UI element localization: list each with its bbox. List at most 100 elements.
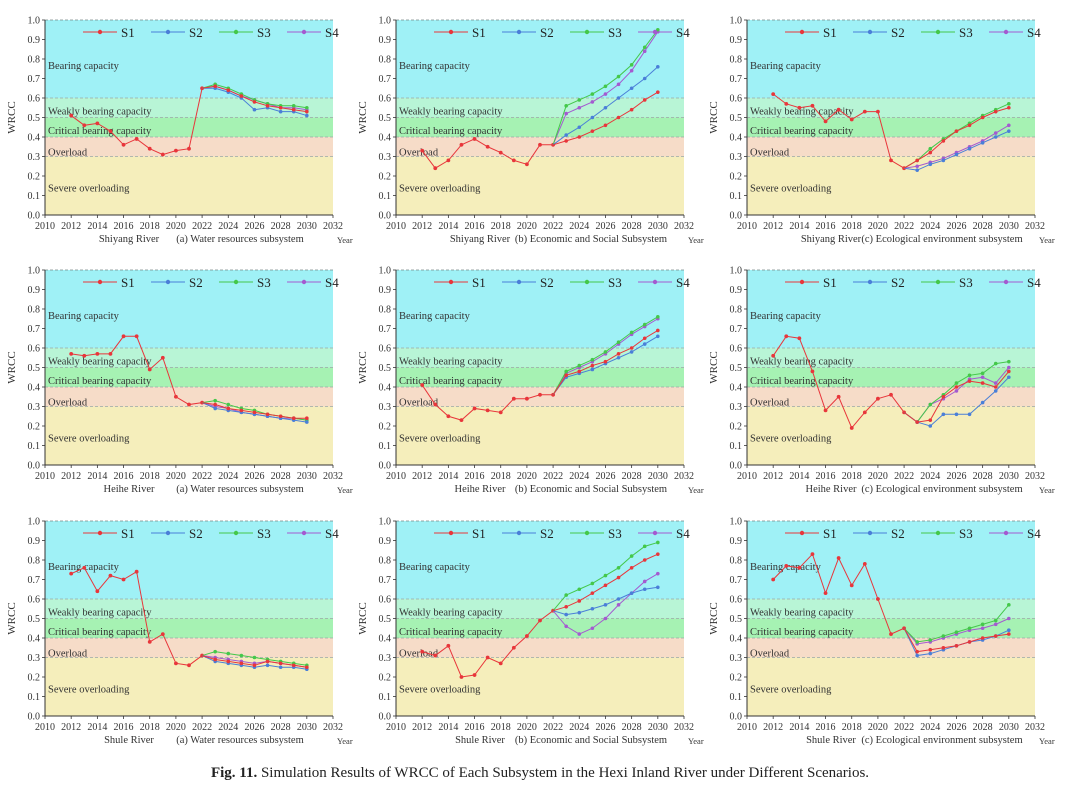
y-tick-label: 0.0 <box>28 211 41 222</box>
x-tick-label: 2032 <box>674 471 694 482</box>
series-point-s1 <box>629 346 634 350</box>
legend-label-s3: S3 <box>257 25 271 40</box>
x-tick-label: 2030 <box>297 221 317 232</box>
y-tick-label: 0.3 <box>730 402 743 413</box>
series-point-s3 <box>993 361 998 366</box>
series-point-s1 <box>577 599 582 603</box>
series-point-s4 <box>1007 365 1011 370</box>
legend-marker-s3 <box>935 29 941 35</box>
y-tick-label: 0.1 <box>730 692 743 703</box>
y-tick-label: 0.1 <box>379 441 392 452</box>
y-tick-label: 0.1 <box>379 191 392 202</box>
weakly-band <box>747 348 1035 368</box>
history-point <box>771 577 776 582</box>
series-point-s3 <box>252 655 257 660</box>
y-tick-label: 0.2 <box>28 172 41 183</box>
series-point-s3 <box>928 402 933 407</box>
series-point-s1 <box>305 109 309 114</box>
zone-label-overload: Overload <box>750 148 790 159</box>
x-tick-label: 2022 <box>543 722 563 733</box>
zone-label-critical: Critical bearing capacity <box>399 126 503 137</box>
y-tick-label: 0.7 <box>730 74 743 85</box>
x-tick-label: 2030 <box>999 471 1019 482</box>
legend-label-s2: S2 <box>891 275 905 290</box>
legend-marker-s3 <box>233 530 239 536</box>
legend-label-s4: S4 <box>676 25 690 40</box>
series-point-s1 <box>590 591 595 595</box>
legend-label-s2: S2 <box>540 526 554 541</box>
history-point <box>160 355 165 360</box>
series-point-s3 <box>967 626 972 631</box>
series-point-s2 <box>590 115 595 120</box>
overload-band <box>747 387 1035 407</box>
overload-band <box>45 387 333 407</box>
series-point-s4 <box>590 100 595 104</box>
x-axis-label: Year <box>688 485 704 495</box>
series-point-s3 <box>941 634 946 638</box>
series-point-s1 <box>239 661 244 666</box>
history-point <box>174 394 178 399</box>
series-point-s4 <box>564 111 568 116</box>
y-axis-label: WRCC <box>708 602 720 634</box>
severe-band <box>747 406 1035 465</box>
history-point <box>187 402 191 407</box>
legend-marker-s4 <box>1003 29 1009 35</box>
series-point-s1 <box>252 100 257 104</box>
figure-grid: 0.0 0.1 0.2 0.3 0.4 0.5 0.6 0.7 0.8 0.9 1.0 2010 201… <box>6 16 1055 747</box>
history-point <box>69 351 74 356</box>
zone-label-severe: Severe overloading <box>399 184 481 195</box>
weakly-band <box>396 599 684 619</box>
series-point-s3 <box>291 104 296 108</box>
subtitle-label: (c) Ecological environment subsystem <box>861 484 1022 495</box>
severe-band <box>45 156 333 215</box>
history-point <box>876 396 880 401</box>
bearing-band <box>747 521 1035 599</box>
series-point-s4 <box>590 626 595 631</box>
x-tick-label: 2028 <box>271 722 291 733</box>
history-point <box>498 150 503 155</box>
series-point-s4 <box>993 381 998 385</box>
x-tick-label: 2010 <box>386 471 406 482</box>
series-point-s1 <box>629 107 634 112</box>
series-point-s1 <box>941 139 946 143</box>
x-tick-label: 2026 <box>244 722 264 733</box>
history-point <box>160 152 165 157</box>
overload-band <box>396 387 684 407</box>
subtitle-label: (b) Economic and Social Subsystem <box>515 484 667 495</box>
series-point-s1 <box>656 90 660 94</box>
zone-label-critical: Critical bearing capacity <box>750 126 854 137</box>
series-point-s3 <box>928 146 933 151</box>
y-tick-label: 1.0 <box>28 16 41 27</box>
series-point-s2 <box>656 585 660 590</box>
y-tick-label: 0.1 <box>730 191 743 202</box>
weakly-band <box>45 348 333 368</box>
weakly-band <box>396 348 684 368</box>
critical-band <box>747 117 1035 137</box>
series-point-s4 <box>1007 616 1011 621</box>
series-point-s1 <box>642 558 647 562</box>
y-tick-label: 1.0 <box>379 517 392 528</box>
legend-marker-s3 <box>233 279 239 285</box>
y-tick-label: 0.4 <box>28 133 41 144</box>
legend-label-s1: S1 <box>823 25 837 40</box>
y-tick-label: 0.2 <box>28 422 41 433</box>
series-point-s2 <box>305 420 309 424</box>
legend-label-s2: S2 <box>540 275 554 290</box>
series-point-s1 <box>564 605 568 609</box>
series-point-s2 <box>642 587 647 592</box>
series-point-s3 <box>226 651 231 656</box>
y-tick-label: 0.5 <box>379 113 392 124</box>
legend-label-s1: S1 <box>472 526 486 541</box>
series-point-s3 <box>967 373 972 378</box>
series-point-s4 <box>603 616 608 621</box>
subtitle-label: (b) Economic and Social Subsystem <box>515 234 667 245</box>
legend-label-s4: S4 <box>676 275 690 290</box>
chart-4: 0.0 0.1 0.2 0.3 0.4 0.5 0.6 0.7 0.8 0.9 1.0 2010 201… <box>6 266 353 496</box>
series-point-s2 <box>564 612 568 617</box>
series-point-s1 <box>265 412 270 417</box>
x-tick-label: 2012 <box>61 471 81 482</box>
history-point <box>862 410 867 415</box>
series-point-s3 <box>642 45 647 50</box>
history-point <box>525 162 529 167</box>
history-point <box>95 121 100 126</box>
